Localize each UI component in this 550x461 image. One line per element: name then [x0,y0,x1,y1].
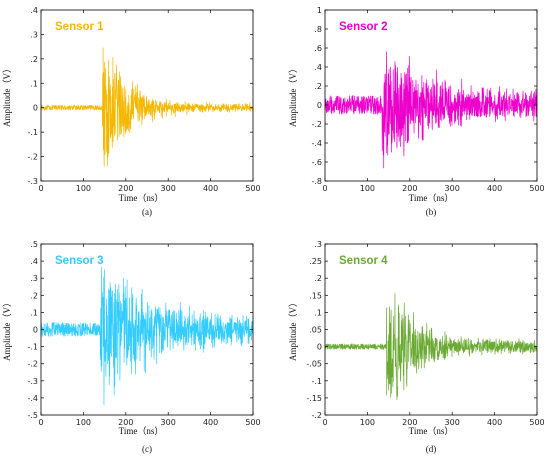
signal-trace [324,293,538,400]
y-tick-label: .2 [314,82,322,91]
y-tick-label: .15 [309,291,322,300]
x-axis-label: Time（ns） [119,426,164,436]
chart-2: 0 100 200 300 400 500 -.8 -.6 -.4 -.2 0 .2 .4 .6 .8 1 Ti… [288,6,545,217]
plot-frame [324,9,538,182]
x-tick-label: 0 [322,184,327,193]
y-tick-label: -.05 [306,360,322,369]
y-tick-label: .3 [30,274,38,283]
y-tick-label: .1 [30,79,38,88]
x-tick-label: 300 [445,184,460,193]
panel-caption: (d) [426,444,437,454]
chart-1: 0 100 200 300 400 500 -.3 -.2 -.1 0 .1 .2 .3 .4 Time（n… [2,6,261,217]
y-tick-label: .8 [314,25,322,34]
panel-caption: (b) [426,207,437,217]
y-tick-label: .4 [314,63,322,72]
y-tick-label: .2 [30,55,38,64]
y-tick-label: -.1 [27,343,38,352]
panel-caption: (c) [142,444,152,454]
y-tick-label: -.5 [27,411,38,420]
x-tick-label: 0 [38,184,43,193]
y-tick-label: .3 [314,240,322,249]
y-tick-label: 0 [33,104,38,113]
x-tick-label: 0 [38,418,43,427]
series-title: Sensor 2 [339,21,388,33]
x-tick-label: 0 [322,418,327,427]
y-tick-label: 0 [317,343,322,352]
y-tick-label: -.3 [27,177,38,186]
y-tick-label: -.1 [27,128,38,137]
series-title: Sensor 3 [55,255,104,267]
y-tick-label: -.8 [311,177,322,186]
x-tick-label: 100 [360,418,375,427]
x-tick-label: 500 [245,184,260,193]
y-tick-label: -.2 [27,153,38,162]
y-tick-label: -.3 [27,377,38,386]
x-axis-label: Time（ns） [409,426,454,436]
x-tick-label: 400 [487,418,502,427]
y-tick-label: .6 [314,44,322,53]
y-tick-label: .4 [30,257,38,266]
series-title: Sensor 4 [339,255,388,267]
signal-trace [40,47,254,167]
x-tick-label: 200 [118,184,133,193]
x-tick-label: 200 [402,418,417,427]
y-tick-label: .1 [314,308,322,317]
y-axis-label: Amplitude（V） [288,298,298,361]
x-tick-label: 100 [76,184,91,193]
signal-trace [324,51,538,169]
x-tick-label: 300 [161,418,176,427]
x-tick-label: 100 [360,184,375,193]
signal-trace [40,266,254,405]
y-tick-label: .2 [314,274,322,283]
chart-4: 0 100 200 300 400 500 -.2 -.15 -.1 -.05 0 .05 .1 .15.… [288,240,545,454]
x-tick-label: 500 [245,418,260,427]
y-tick-label: -.4 [27,394,38,403]
y-tick-label: 0 [317,101,322,110]
x-tick-label: 200 [118,418,133,427]
x-axis-label: Time（ns） [119,193,164,203]
series-title: Sensor 1 [55,21,104,33]
y-tick-label: 1 [317,6,322,15]
y-tick-label: .05 [309,326,322,335]
x-tick-label: 200 [402,184,417,193]
y-tick-label: .1 [30,308,38,317]
y-tick-label: .2 [30,291,38,300]
x-tick-label: 300 [161,184,176,193]
y-tick-label: -.6 [311,158,322,167]
x-tick-label: 300 [445,418,460,427]
x-tick-label: 400 [203,184,218,193]
y-axis-label: Amplitude（V） [2,298,12,361]
y-tick-label: -.2 [311,411,322,420]
y-tick-label: -.15 [306,394,322,403]
y-tick-label: -.2 [311,120,322,129]
plot-frame [40,9,254,182]
y-tick-label: 0 [33,326,38,335]
y-tick-label: .3 [30,30,38,39]
x-axis-label: Time（ns） [409,193,454,203]
y-tick-label: -.4 [311,139,322,148]
chart-3: 0 100 200 300 400 500 -.5 -.4 -.3 -.2 -.1 0 .1 .2 .3 .4… [2,240,261,454]
y-tick-label: -.1 [311,377,322,386]
y-tick-label: -.2 [27,360,38,369]
panel-caption: (a) [142,207,152,217]
x-tick-label: 500 [529,418,544,427]
y-axis-label: Amplitude（V） [288,64,298,127]
x-tick-label: 100 [76,418,91,427]
y-tick-label: .4 [30,6,38,15]
y-tick-label: .5 [30,240,38,249]
x-tick-label: 500 [529,184,544,193]
y-tick-label: .25 [309,257,322,266]
x-tick-label: 400 [487,184,502,193]
y-axis-label: Amplitude（V） [2,64,12,127]
x-tick-label: 400 [203,418,218,427]
